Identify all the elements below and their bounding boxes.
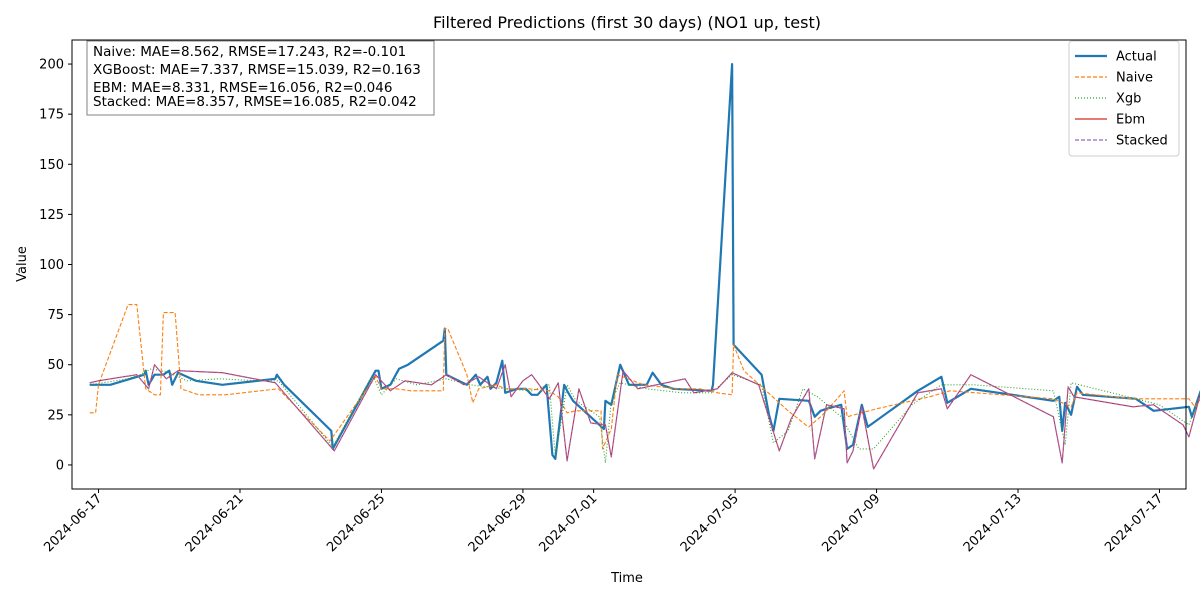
series-layer — [89, 62, 1200, 470]
y-tick-label: 0 — [56, 458, 64, 473]
x-axis-label: Time — [610, 571, 643, 586]
metrics-line-xgboost: XGBoost: MAE=7.337, RMSE=15.039, R2=0.16… — [93, 62, 421, 78]
legend-label-stacked: Stacked — [1116, 134, 1168, 149]
y-tick-label: 75 — [47, 308, 64, 323]
metrics-box-frame — [86, 40, 435, 116]
series-line-xgb — [89, 368, 1200, 464]
y-tick-label: 25 — [47, 408, 64, 423]
y-axis-label: Value — [15, 246, 30, 282]
metrics-line-stacked: Stacked: MAE=8.357, RMSE=16.085, R2=0.04… — [93, 94, 417, 110]
y-tick-label: 175 — [39, 108, 64, 123]
metrics-box: Naive: MAE=8.562, RMSE=17.243, R2=-0.101… — [86, 40, 435, 116]
y-axis: 0 25 50 75 100 125 150 175 200 — [39, 58, 72, 473]
y-tick-label: 50 — [47, 358, 64, 373]
legend-label-ebm: Ebm — [1116, 113, 1145, 128]
series-line-stacked — [89, 364, 1200, 470]
y-tick-label: 200 — [39, 58, 64, 73]
legend: Actual Naive Xgb Ebm Stacked — [1068, 40, 1180, 157]
legend-label-naive: Naive — [1116, 71, 1153, 86]
legend-label-actual: Actual — [1116, 50, 1157, 65]
series-line-naive — [89, 304, 1200, 450]
metrics-line-ebm: EBM: MAE=8.331, RMSE=16.056, R2=0.046 — [93, 80, 392, 96]
legend-frame — [1068, 40, 1180, 157]
series-line-actual — [89, 62, 1200, 460]
y-tick-label: 150 — [39, 158, 64, 173]
chart-title: Filtered Predictions (first 30 days) (NO… — [433, 13, 821, 32]
y-tick-label: 100 — [39, 258, 64, 273]
legend-label-xgb: Xgb — [1116, 92, 1141, 107]
y-tick-label: 125 — [39, 208, 64, 223]
metrics-line-naive: Naive: MAE=8.562, RMSE=17.243, R2=-0.101 — [93, 44, 406, 60]
